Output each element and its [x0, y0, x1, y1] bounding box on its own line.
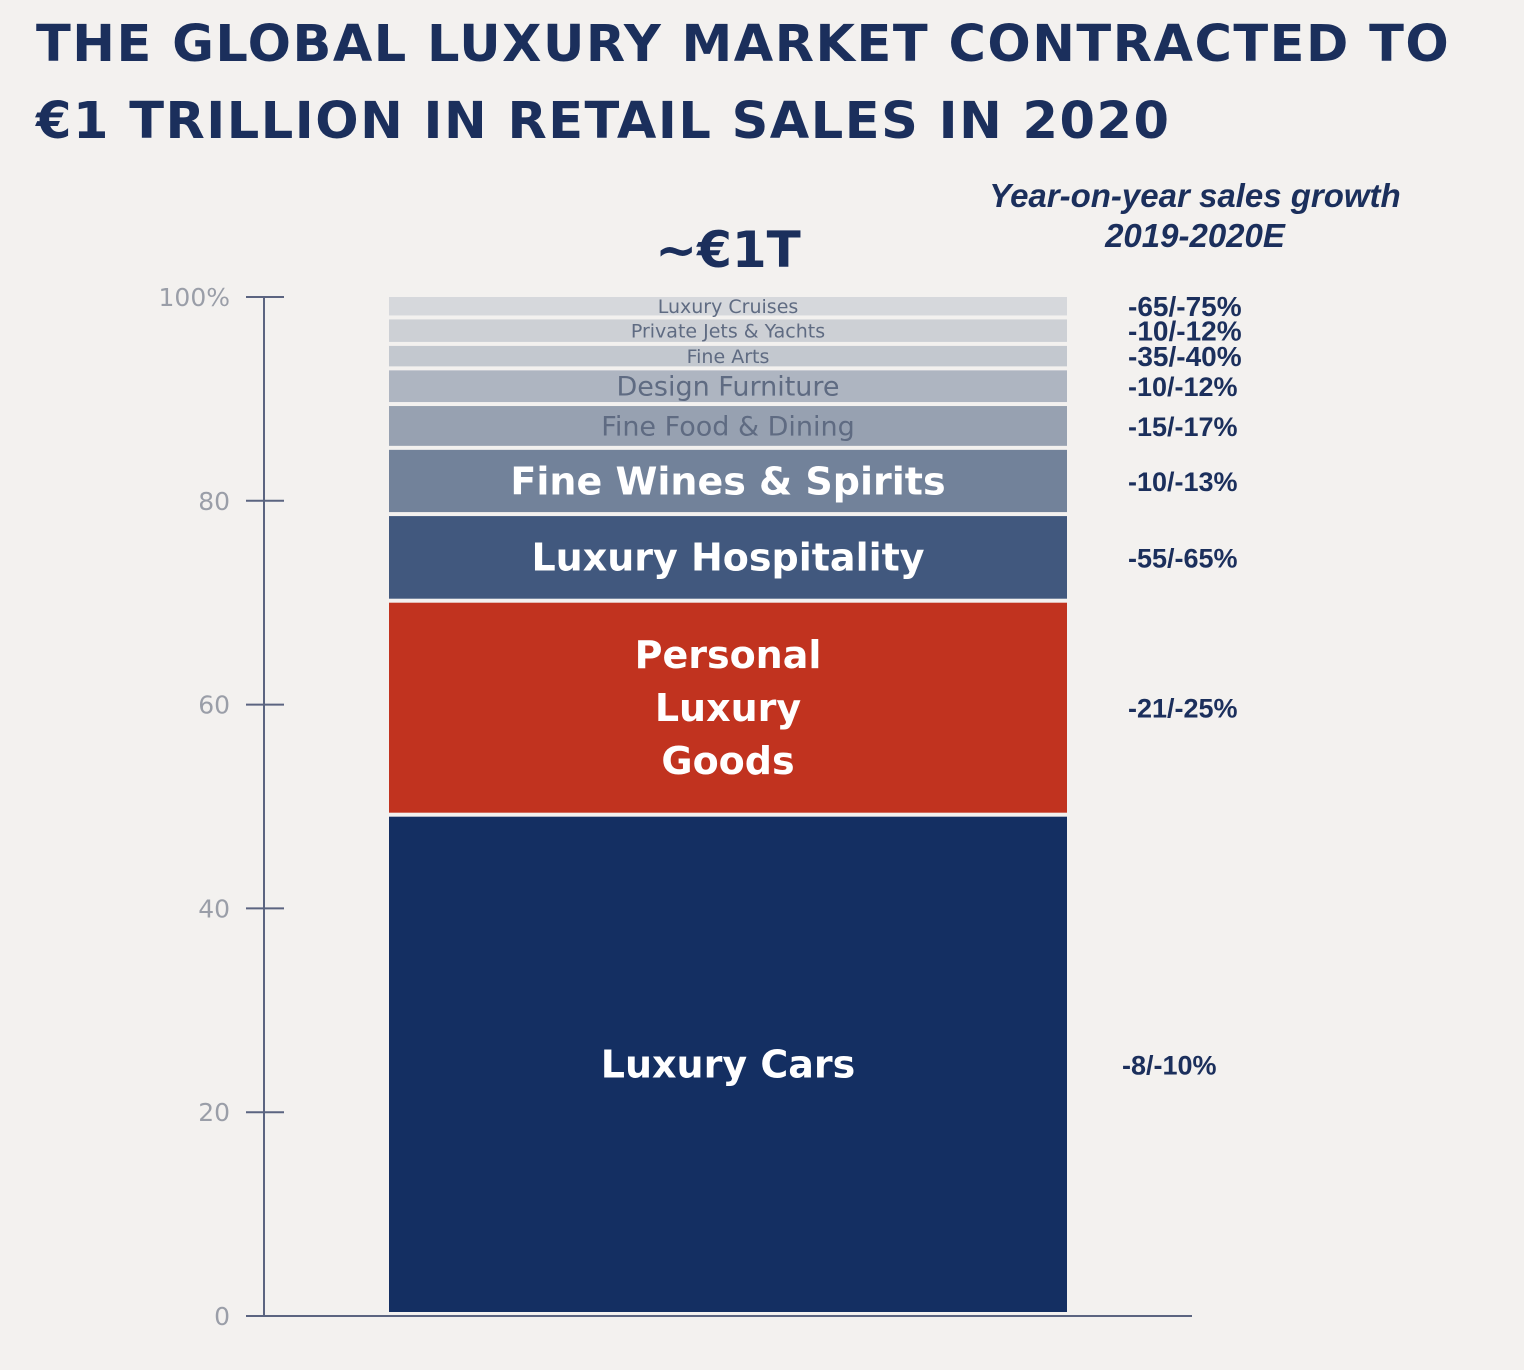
y-tick-label: 80	[198, 487, 230, 516]
growth-values: -8/-10% -21/-25% -55/-65% -10/-13% -15/-17% -…	[1122, 291, 1242, 1080]
growth-value-private-jets-yachts: -10/-12%	[1128, 316, 1242, 347]
segment-label-luxury-cars: Luxury Cars	[601, 1043, 855, 1087]
title-line-2: €1 TRILLION IN RETAIL SALES IN 2020	[36, 92, 1171, 151]
segment-personal-luxury-goods	[389, 602, 1067, 813]
page-title: THE GLOBAL LUXURY MARKET CONTRACTED TO €…	[36, 6, 1506, 160]
y-tick-label: 100%	[159, 283, 230, 312]
growth-value-design-furniture: -10/-12%	[1128, 372, 1238, 402]
growth-value-fine-wines-spirits: -10/-13%	[1128, 467, 1238, 497]
growth-value-fine-arts: -35/-40%	[1128, 341, 1242, 372]
segment-fine-wines-spirits	[389, 449, 1067, 513]
growth-column-heading: Year-on-year sales growth 2019-2020E	[940, 176, 1450, 256]
growth-heading-line-2: 2019-2020E	[1105, 217, 1285, 254]
segment-label-luxury-cruises: Luxury Cruises	[658, 296, 799, 318]
segment-label-design-furniture: Design Furniture	[616, 372, 839, 403]
y-tick-label: 40	[198, 894, 230, 923]
segment-luxury-hospitality	[389, 516, 1067, 599]
growth-value-personal-luxury-goods: -21/-25%	[1128, 694, 1238, 724]
y-tick-label: 60	[198, 691, 230, 720]
segment-label-fine-food-dining: Fine Food & Dining	[601, 411, 855, 442]
segment-luxury-cruises	[389, 297, 1067, 316]
total-market-label: ~€1T	[655, 221, 801, 279]
segment-luxury-cars	[389, 816, 1067, 1312]
growth-value-luxury-cruises: -65/-75%	[1128, 291, 1242, 322]
segment-label-personal-luxury-goods: Personal Luxury Goods	[635, 633, 822, 783]
growth-value-fine-food-dining: -15/-17%	[1128, 412, 1238, 442]
segment-label-fine-arts: Fine Arts	[687, 346, 770, 368]
segment-fine-food-dining	[389, 406, 1067, 446]
title-line-1: THE GLOBAL LUXURY MARKET CONTRACTED TO	[36, 15, 1451, 74]
y-axis: 0 20 40 60 80 100%	[159, 283, 1192, 1331]
y-tick-label: 0	[214, 1302, 230, 1331]
segment-label-private-jets-yachts: Private Jets & Yachts	[631, 320, 825, 342]
growth-value-luxury-hospitality: -55/-65%	[1128, 543, 1238, 573]
segment-design-furniture	[389, 370, 1067, 403]
segment-private-jets-yachts	[389, 319, 1067, 342]
segment-label-luxury-hospitality: Luxury Hospitality	[531, 536, 924, 580]
y-tick-label: 20	[198, 1098, 230, 1127]
growth-heading-line-1: Year-on-year sales growth	[989, 177, 1401, 214]
segment-label-fine-wines-spirits: Fine Wines & Spirits	[510, 459, 945, 503]
stacked-bar: Luxury Cars Personal Luxury Goods Luxury Hos…	[389, 296, 1067, 1312]
segment-fine-arts	[389, 345, 1067, 367]
growth-value-luxury-cars: -8/-10%	[1122, 1050, 1217, 1080]
